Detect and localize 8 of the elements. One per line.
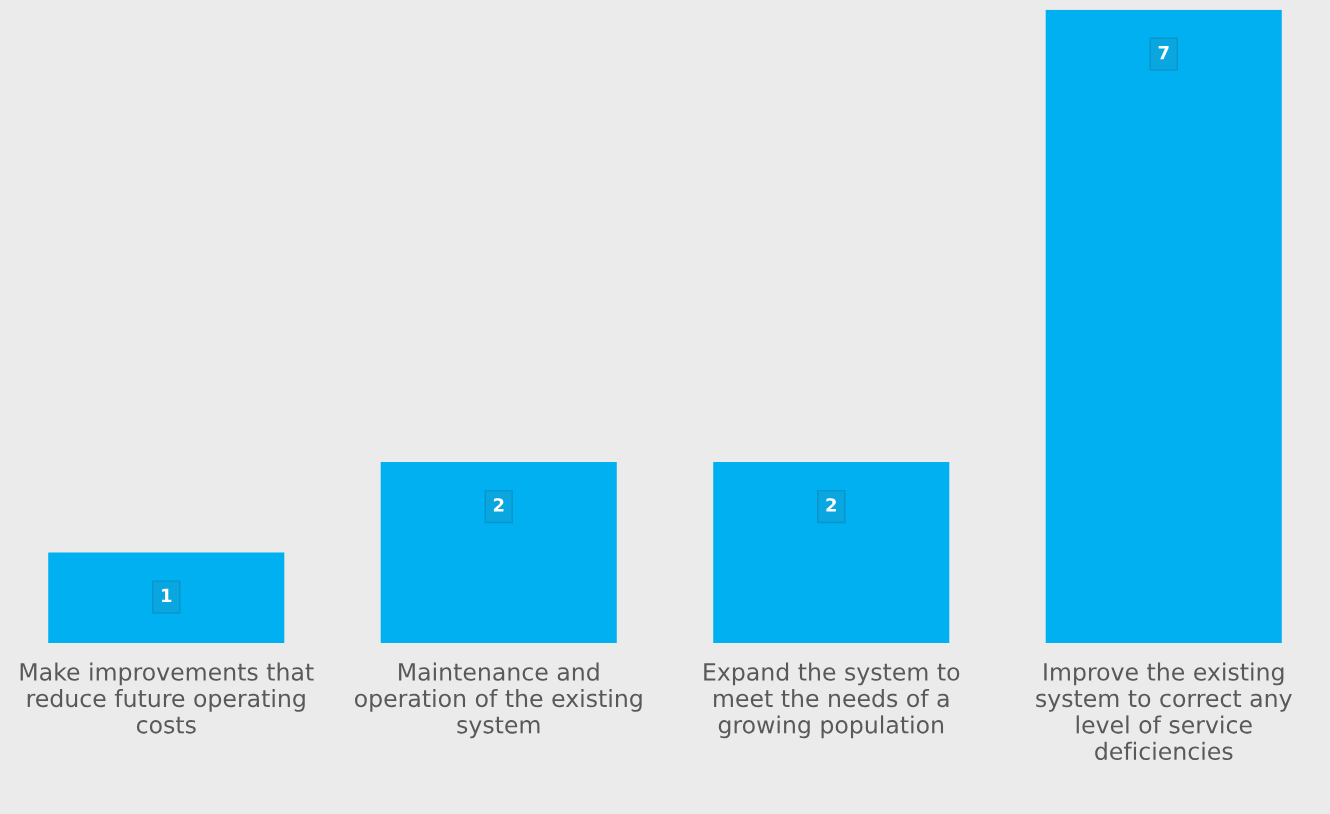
x-tick-label: Improve the existing system to correct any level of service deficiencies [1036, 662, 1292, 761]
data-label: 1 [162, 588, 172, 603]
x-tick-label: Maintenance and operation of the existing system [355, 662, 642, 739]
data-label: 2 [826, 498, 836, 512]
x-tick-label: Expand the system to meet the needs of a growing population [704, 662, 960, 739]
data-label: 7 [1158, 46, 1169, 60]
x-tick-label: Make improvements that reduce future operating costs [20, 662, 314, 734]
data-label: 2 [493, 498, 504, 512]
